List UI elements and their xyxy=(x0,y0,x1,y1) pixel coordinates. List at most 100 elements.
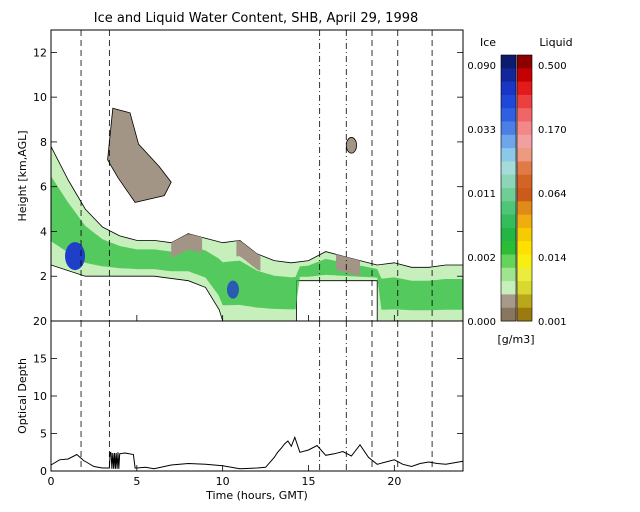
colorbar-ice-swatch-5 xyxy=(501,121,516,136)
colorbar-liquid-swatch-10 xyxy=(517,188,532,202)
colorbar-liquid-swatch-7 xyxy=(517,148,532,162)
height-panel: 2 4 6 8 10 12 Height [km,AGL] xyxy=(16,29,464,322)
height-tick-label-0: 2 xyxy=(40,270,47,283)
optical-depth-panel: 0 5 10 15 20 0 5 10 15 20 Optical Depth Time (ho… xyxy=(16,315,464,502)
height-axis-ticks: 2 4 6 8 10 12 xyxy=(33,46,463,283)
colorbar-liquid-swatch-14 xyxy=(517,241,532,255)
colorbar-liquid-swatch-8 xyxy=(517,161,532,176)
optical-depth-line xyxy=(50,435,464,470)
ice-maximum xyxy=(65,242,86,271)
colorbar-liquid-swatch-4 xyxy=(517,108,532,122)
time-tick-label-3: 15 xyxy=(302,475,316,488)
height-tick-label-1: 4 xyxy=(40,225,47,238)
colorbar-liquid-swatch-0 xyxy=(517,55,532,69)
colorbar-ice-swatch-19 xyxy=(501,307,516,322)
colorbar-ice-swatch-2 xyxy=(501,81,516,96)
cloud-top-patch-1 xyxy=(236,240,261,271)
cloud-top-patch-2 xyxy=(336,254,360,277)
colorbar-ice-swatch-7 xyxy=(501,148,516,162)
colorbar: Ice Liquid 0.090 0.033 0.011 0.002 0.000 0.5… xyxy=(467,36,572,346)
optical-depth-axis-ticks: 0 5 10 15 20 xyxy=(33,315,463,478)
colorbar-liquid-scale xyxy=(517,55,532,322)
colorbar-liquid-swatch-12 xyxy=(517,214,532,229)
colorbar-ice-swatch-14 xyxy=(501,241,516,255)
colorbar-ice-tick-1: 0.033 xyxy=(467,125,496,136)
colorbar-liquid-swatch-17 xyxy=(517,281,532,295)
colorbar-ice-swatch-6 xyxy=(501,134,516,149)
upper-cloud xyxy=(107,107,172,203)
colorbar-ice-tick-4: 0.000 xyxy=(467,317,496,328)
colorbar-ice-swatch-3 xyxy=(501,94,516,109)
colorbar-liquid-tick-0: 0.500 xyxy=(538,61,567,72)
colorbar-liquid-swatch-19 xyxy=(517,307,532,322)
height-tick-label-5: 12 xyxy=(33,46,47,59)
colorbar-liquid-swatch-13 xyxy=(517,227,532,242)
colorbar-liquid-swatch-5 xyxy=(517,121,532,136)
vertical-markers-bottom xyxy=(80,321,433,471)
od-tick-label-2: 10 xyxy=(33,390,47,403)
colorbar-ice-ticks: 0.090 0.033 0.011 0.002 0.000 xyxy=(467,61,496,328)
time-tick-label-2: 10 xyxy=(216,475,230,488)
height-tick-label-4: 10 xyxy=(33,91,47,104)
colorbar-liquid-swatch-9 xyxy=(517,174,532,189)
time-tick-label-1: 5 xyxy=(133,475,140,488)
time-tick-label-4: 20 xyxy=(387,475,401,488)
colorbar-ice-swatch-18 xyxy=(501,294,516,309)
colorbar-liquid-label: Liquid xyxy=(539,36,572,49)
chart-title: Ice and Liquid Water Content, SHB, April… xyxy=(94,11,419,26)
colorbar-ice-swatch-9 xyxy=(501,174,516,189)
colorbar-liquid-swatch-6 xyxy=(517,134,532,149)
colorbar-liquid-swatch-16 xyxy=(517,267,532,282)
colorbar-ice-swatch-1 xyxy=(501,68,516,83)
height-tick-label-2: 6 xyxy=(40,181,47,194)
colorbar-ice-tick-2: 0.011 xyxy=(467,189,496,200)
od-tick-label-0: 0 xyxy=(40,465,47,478)
colorbar-liquid-swatch-1 xyxy=(517,68,532,83)
height-axis-label: Height [km,AGL] xyxy=(16,130,29,221)
colorbar-liquid-tick-3: 0.014 xyxy=(538,253,567,264)
colorbar-ice-swatch-4 xyxy=(501,108,516,122)
colorbar-ice-swatch-15 xyxy=(501,254,516,269)
colorbar-ice-swatch-8 xyxy=(501,161,516,176)
time-axis-ticks: 0 5 10 15 20 xyxy=(48,315,401,488)
colorbar-unit-label: [g/m3] xyxy=(498,333,535,346)
colorbar-ice-swatch-11 xyxy=(501,201,516,216)
time-tick-label-0: 0 xyxy=(48,475,55,488)
colorbar-liquid-swatch-18 xyxy=(517,294,532,309)
cloud-band xyxy=(50,146,464,322)
cloud-field xyxy=(50,107,464,322)
optical-depth-axis-label: Optical Depth xyxy=(16,358,29,434)
optical-depth-panel-frame xyxy=(50,320,464,472)
colorbar-ice-swatch-17 xyxy=(501,281,516,295)
ice-pocket xyxy=(226,280,239,299)
height-tick-label-3: 8 xyxy=(40,136,47,149)
colorbar-ice-label: Ice xyxy=(480,36,496,49)
od-tick-label-3: 15 xyxy=(33,353,47,366)
colorbar-liquid-tick-1: 0.170 xyxy=(538,125,567,136)
colorbar-liquid-ticks: 0.500 0.170 0.064 0.014 0.001 xyxy=(538,61,567,328)
colorbar-liquid-frame xyxy=(516,54,533,322)
colorbar-ice-tick-3: 0.002 xyxy=(467,253,496,264)
colorbar-ice-scale xyxy=(501,55,516,322)
colorbar-liquid-swatch-2 xyxy=(517,81,532,96)
colorbar-liquid-swatch-15 xyxy=(517,254,532,269)
cloud-top-patch-0 xyxy=(171,234,203,259)
od-tick-label-4: 20 xyxy=(33,315,47,328)
colorbar-ice-swatch-13 xyxy=(501,227,516,242)
colorbar-liquid-tick-4: 0.001 xyxy=(538,317,567,328)
colorbar-ice-swatch-0 xyxy=(501,55,516,69)
colorbar-liquid-swatch-3 xyxy=(517,94,532,109)
od-tick-label-1: 5 xyxy=(40,428,47,441)
vertical-markers-top xyxy=(80,30,433,321)
colorbar-ice-tick-0: 0.090 xyxy=(467,61,496,72)
cloud-core xyxy=(51,176,463,311)
time-axis-label: Time (hours, GMT) xyxy=(205,489,308,502)
colorbar-ice-swatch-10 xyxy=(501,188,516,202)
colorbar-ice-swatch-16 xyxy=(501,267,516,282)
colorbar-liquid-tick-2: 0.064 xyxy=(538,189,567,200)
colorbar-ice-frame xyxy=(500,54,517,322)
small-cloud xyxy=(345,137,357,154)
colorbar-liquid-swatch-11 xyxy=(517,201,532,216)
colorbar-ice-swatch-12 xyxy=(501,214,516,229)
